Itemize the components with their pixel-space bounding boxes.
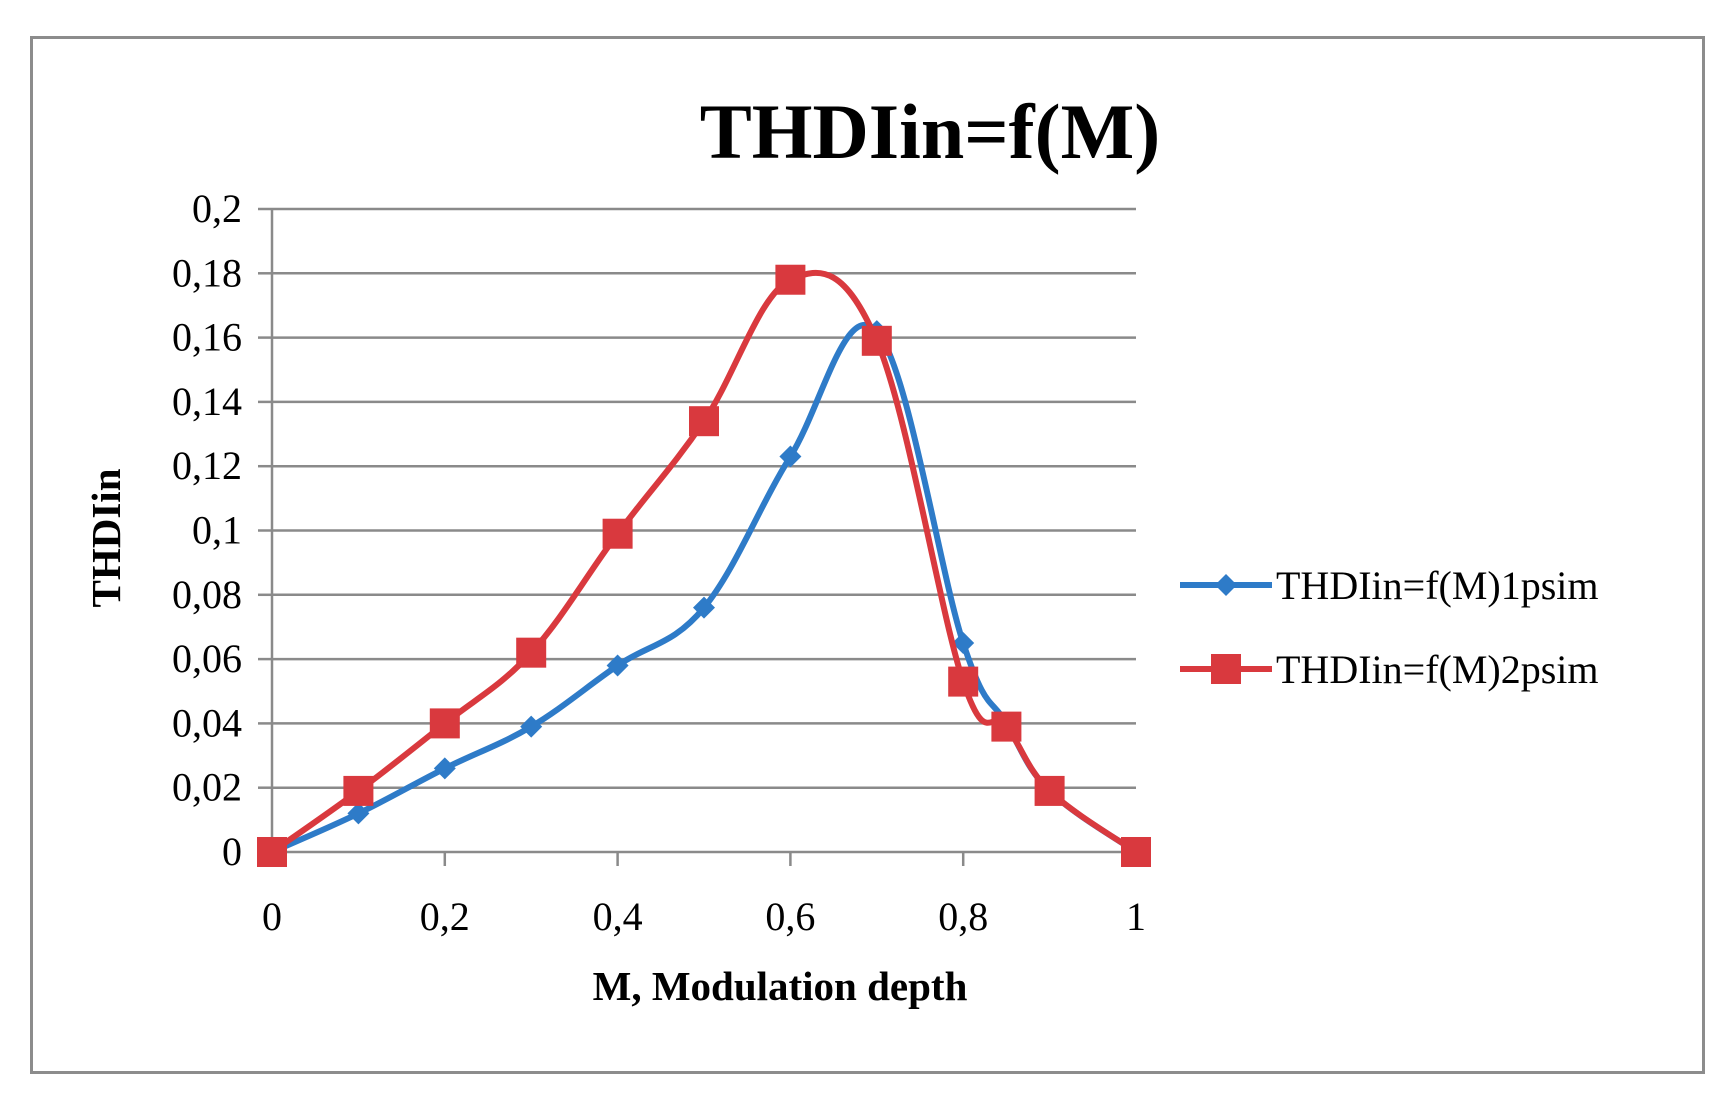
data-point-square [257, 837, 287, 867]
series-layer [257, 264, 1151, 867]
legend-label: THDIin=f(M)2psim [1276, 647, 1599, 692]
axes [258, 207, 1138, 866]
series-line [269, 321, 1139, 855]
legend-marker-diamond [1215, 574, 1237, 596]
y-tick-label: 0,08 [172, 572, 242, 617]
y-tick-label: 0,16 [172, 315, 242, 360]
y-tick-label: 0,12 [172, 443, 242, 488]
data-point-diamond [433, 757, 456, 780]
y-tick-label: 0,02 [172, 765, 242, 810]
data-point-square [1121, 837, 1151, 867]
x-tick-labels: 0 0,2 0,4 0,6 0,8 1 [262, 894, 1146, 939]
x-tick-label: 0,4 [593, 894, 643, 939]
data-point-diamond [779, 445, 802, 468]
x-tick-label: 0 [262, 894, 282, 939]
y-tick-label: 0,04 [172, 700, 242, 745]
legend-label: THDIin=f(M)1psim [1276, 563, 1599, 608]
data-point-square [602, 518, 633, 549]
data-point-square [1034, 775, 1065, 806]
y-tick-label: 0,18 [172, 250, 242, 295]
x-tick-label: 0,6 [765, 894, 815, 939]
x-tick-label: 1 [1126, 894, 1146, 939]
x-axis-title: M, Modulation depth [593, 963, 968, 1009]
data-point-square [775, 264, 806, 295]
series-line [269, 269, 1139, 855]
data-point-square [429, 708, 460, 739]
chart-title: THDIin=f(M) [700, 88, 1160, 175]
legend: THDIin=f(M)1psim THDIin=f(M)2psim [1180, 563, 1599, 692]
data-point-diamond [693, 596, 715, 619]
data-point-diamond [347, 802, 370, 825]
y-tick-label: 0 [222, 829, 242, 874]
series-2 [257, 264, 1151, 867]
data-point-square [991, 711, 1022, 742]
data-point-diamond [606, 654, 629, 677]
data-point-square [861, 325, 892, 356]
y-tick-label: 0,1 [192, 508, 242, 553]
legend-item: THDIin=f(M)2psim [1180, 647, 1599, 692]
data-point-square [948, 666, 979, 697]
data-point-square [343, 775, 374, 806]
grid [272, 207, 1136, 789]
data-point-diamond [520, 715, 543, 738]
y-tick-label: 0,14 [172, 379, 242, 424]
legend-item: THDIin=f(M)1psim [1180, 563, 1599, 608]
data-point-square [689, 406, 719, 437]
data-point-square [516, 637, 547, 668]
y-axis-title: THDIin [83, 468, 129, 607]
data-point-diamond [952, 632, 975, 655]
y-tick-label: 0,2 [192, 186, 242, 231]
legend-marker-square [1211, 654, 1241, 684]
x-tick-label: 0,8 [938, 894, 988, 939]
x-tick-label: 0,2 [420, 894, 470, 939]
y-tick-labels: 0 0,02 0,04 0,06 0,08 0,1 0,12 0,14 0,16 0,18 0,2 [172, 186, 242, 874]
y-tick-label: 0,06 [172, 636, 242, 681]
